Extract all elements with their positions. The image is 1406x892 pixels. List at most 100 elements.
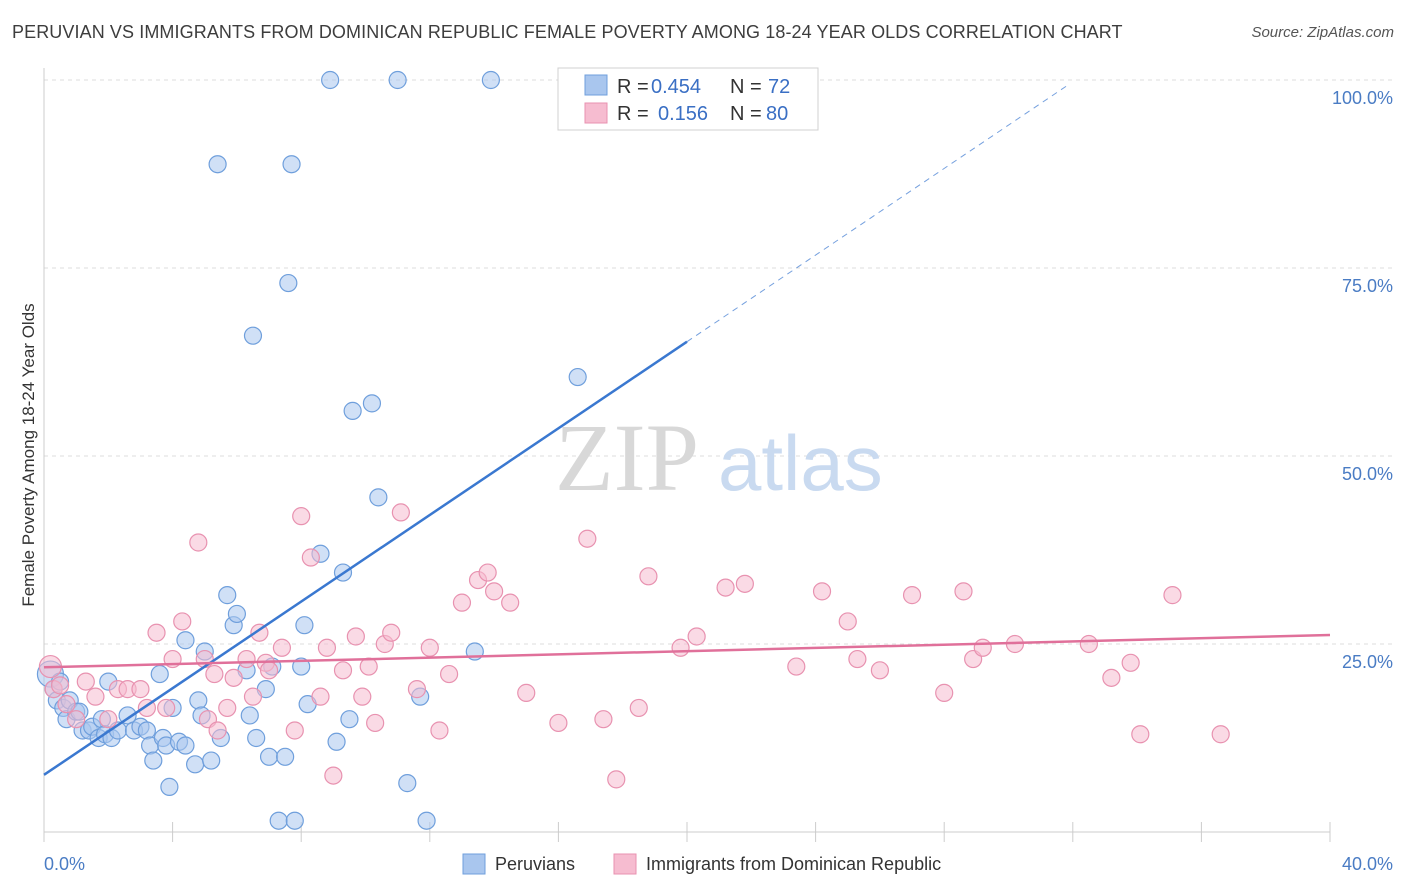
dominican-point-54 bbox=[578, 529, 597, 548]
dominican-point-35 bbox=[333, 661, 353, 680]
dominican-point-41 bbox=[382, 623, 401, 642]
stats-n-value-1: 72 bbox=[768, 76, 790, 98]
dominican-point-10 bbox=[131, 680, 150, 699]
x-tick-label-max: 40.0% bbox=[1342, 854, 1393, 874]
peruvian-point-70 bbox=[150, 664, 169, 684]
watermark-atlas: atlas bbox=[718, 419, 883, 507]
dominican-point-60 bbox=[687, 627, 706, 646]
stats-n-value-2: 80 bbox=[766, 103, 788, 125]
dominican-point-31 bbox=[301, 548, 320, 567]
peruvian-point-48 bbox=[285, 811, 304, 830]
peruvian-point-46 bbox=[279, 273, 298, 293]
peruvian-trend-line bbox=[43, 340, 688, 776]
dominican-point-17 bbox=[195, 649, 214, 669]
peruvian-point-35 bbox=[218, 586, 237, 605]
peruvian-point-27 bbox=[176, 736, 195, 755]
dominican-point-62 bbox=[735, 574, 754, 593]
peruvian-point-37 bbox=[227, 604, 246, 624]
y-tick-label-2: 75.0% bbox=[1342, 276, 1393, 296]
dominican-point-2 bbox=[50, 676, 70, 695]
series-peruvians bbox=[36, 70, 587, 830]
dominican-point-30 bbox=[292, 507, 311, 526]
peruvian-point-66 bbox=[568, 367, 587, 387]
dominican-point-79 bbox=[1079, 634, 1098, 654]
peruvian-point-58 bbox=[362, 394, 382, 413]
dominican-point-53 bbox=[549, 713, 568, 733]
dominican-point-16 bbox=[189, 533, 208, 552]
dominican-point-69 bbox=[935, 683, 954, 702]
dominican-point-38 bbox=[359, 657, 378, 676]
peruvian-point-50 bbox=[295, 616, 314, 635]
peruvian-point-57 bbox=[343, 401, 362, 420]
dominican-point-55 bbox=[594, 710, 613, 729]
dominican-point-74 bbox=[1102, 668, 1121, 687]
dominican-point-33 bbox=[317, 638, 337, 657]
dominican-point-15 bbox=[173, 612, 192, 631]
peruvian-point-63 bbox=[417, 811, 436, 830]
series-dominican bbox=[38, 503, 1230, 789]
dominican-point-20 bbox=[208, 721, 227, 740]
dominican-point-39 bbox=[366, 713, 385, 733]
dominican-point-63 bbox=[787, 657, 806, 676]
dominican-point-13 bbox=[157, 698, 176, 718]
peruvian-point-16 bbox=[118, 706, 137, 725]
peruvian-point-60 bbox=[388, 70, 407, 90]
dominican-point-65 bbox=[838, 612, 857, 631]
stats-r-value-1: 0.454 bbox=[651, 76, 701, 98]
series-legend: Peruvians Immigrants from Dominican Repu… bbox=[462, 853, 941, 875]
dominican-point-6 bbox=[86, 687, 105, 706]
peruvian-point-65 bbox=[481, 70, 500, 90]
peruvian-point-59 bbox=[369, 488, 388, 507]
watermark-zip: ZIP bbox=[555, 404, 699, 511]
dominican-point-49 bbox=[478, 563, 497, 582]
chart-title: PERUVIAN VS IMMIGRANTS FROM DOMINICAN RE… bbox=[12, 22, 1123, 42]
dominican-point-36 bbox=[346, 627, 365, 646]
x-tick-label-min: 0.0% bbox=[44, 854, 85, 874]
stats-legend-swatch-blue bbox=[584, 74, 608, 96]
peruvian-point-47 bbox=[282, 155, 301, 174]
peruvian-point-28 bbox=[176, 631, 195, 650]
dominican-point-47 bbox=[452, 593, 472, 612]
stats-r-value-2: 0.156 bbox=[658, 103, 708, 125]
stats-n-label-1: N = bbox=[730, 76, 762, 98]
peruvian-point-61 bbox=[398, 774, 417, 793]
dominican-point-50 bbox=[485, 582, 504, 601]
stats-r-label-2: R = bbox=[617, 103, 649, 125]
dominican-point-45 bbox=[430, 721, 449, 740]
dominican-point-77 bbox=[1163, 586, 1182, 605]
dominican-point-22 bbox=[224, 668, 243, 687]
stats-n-label-2: N = bbox=[730, 103, 762, 125]
dominican-point-42 bbox=[391, 503, 410, 522]
dominican-point-52 bbox=[517, 683, 536, 702]
dominican-point-78 bbox=[1211, 725, 1230, 744]
dominican-point-19 bbox=[205, 664, 224, 684]
dominican-point-37 bbox=[353, 687, 372, 706]
dominican-point-64 bbox=[812, 582, 832, 601]
dominican-point-51 bbox=[501, 593, 520, 612]
peruvian-point-40 bbox=[247, 728, 266, 748]
dominican-point-43 bbox=[407, 680, 427, 699]
peruvian-point-33 bbox=[202, 751, 221, 770]
dominican-point-76 bbox=[1131, 725, 1150, 744]
legend-swatch-peruvians bbox=[462, 853, 486, 875]
dominican-point-61 bbox=[716, 578, 735, 597]
peruvian-point-39 bbox=[240, 706, 259, 725]
peruvian-point-45 bbox=[276, 747, 295, 766]
peruvian-point-54 bbox=[327, 732, 346, 751]
y-tick-label-1: 50.0% bbox=[1342, 464, 1393, 484]
legend-label-dominican: Immigrants from Dominican Republic bbox=[646, 854, 941, 874]
y-axis-label: Female Poverty Among 18-24 Year Olds bbox=[19, 303, 38, 606]
trend-lines bbox=[43, 85, 1331, 776]
peruvian-point-42 bbox=[259, 747, 279, 766]
stats-legend: R = 0.454 N = 72 R = 0.156 N = 80 bbox=[557, 67, 819, 131]
peruvian-point-44 bbox=[269, 811, 288, 830]
dominican-point-3 bbox=[57, 695, 76, 714]
peruvian-point-24 bbox=[160, 777, 179, 796]
peruvian-point-19 bbox=[137, 721, 156, 740]
peruvian-point-67 bbox=[208, 155, 227, 174]
dominican-point-70 bbox=[954, 582, 973, 601]
dominican-point-44 bbox=[420, 638, 439, 657]
dominican-point-23 bbox=[237, 649, 256, 669]
dominican-point-57 bbox=[629, 698, 648, 718]
